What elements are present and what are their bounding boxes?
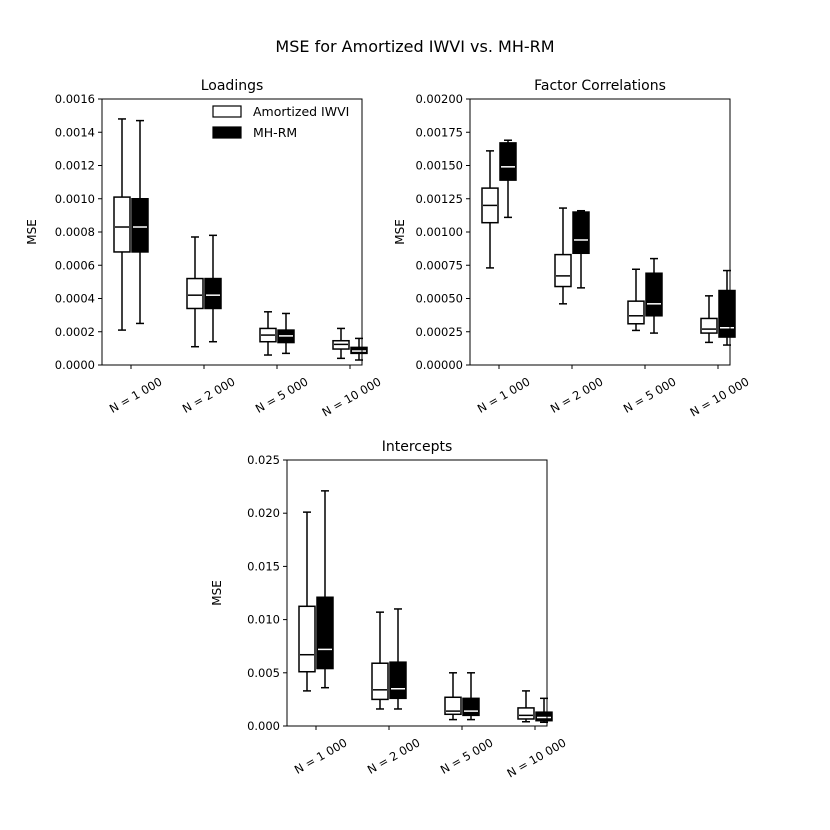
box-mh-rm (718, 269, 736, 346)
box-iqr (298, 605, 316, 673)
box-amortized-iwvi (113, 118, 131, 331)
box-iqr (389, 661, 407, 700)
y-tick-label: 0.00025 (415, 325, 463, 339)
box-amortized-iwvi (517, 690, 535, 723)
y-tick-label: 0.00125 (415, 192, 463, 206)
box-mh-rm (389, 608, 407, 710)
box-amortized-iwvi (444, 672, 462, 721)
y-tick-label: 0.010 (247, 613, 280, 627)
box-iqr (131, 198, 149, 253)
box-mh-rm (462, 672, 480, 721)
box-mh-rm (572, 209, 590, 289)
legend-swatch (212, 126, 242, 139)
panel-title: Loadings (201, 78, 264, 94)
y-axis-label: MSE (393, 219, 407, 245)
y-tick-label: 0.0016 (55, 92, 95, 106)
box-iqr (554, 253, 572, 288)
box-iqr (517, 707, 535, 720)
box-mh-rm (131, 119, 149, 325)
box-iqr (186, 277, 204, 310)
box-iqr (462, 697, 480, 717)
y-tick-label: 0.0012 (55, 159, 95, 173)
y-tick-label: 0.015 (247, 559, 280, 573)
box-iqr (535, 711, 553, 722)
plot-frame (101, 98, 363, 366)
y-tick-label: 0.00100 (415, 225, 463, 239)
y-tick-label: 0.0002 (55, 325, 95, 339)
box-mh-rm (645, 257, 663, 334)
box-amortized-iwvi (700, 295, 718, 344)
box-amortized-iwvi (332, 327, 350, 360)
box-iqr (718, 289, 736, 338)
y-tick-label: 0.00175 (415, 125, 463, 139)
box-iqr (627, 300, 645, 325)
box-amortized-iwvi (554, 207, 572, 305)
legend-label: MH-RM (253, 125, 297, 140)
y-tick-label: 0.020 (247, 506, 280, 520)
box-amortized-iwvi (481, 150, 499, 269)
box-iqr (572, 211, 590, 255)
y-axis-label: MSE (210, 580, 224, 606)
box-mh-rm (277, 312, 295, 355)
y-axis-label: MSE (25, 219, 39, 245)
box-amortized-iwvi (259, 311, 277, 356)
y-tick-label: 0.00150 (415, 159, 463, 173)
box-amortized-iwvi (298, 511, 316, 692)
y-tick-label: 0.00075 (415, 258, 463, 272)
y-tick-label: 0.025 (247, 453, 280, 467)
y-tick-label: 0.000 (247, 719, 280, 733)
y-tick-label: 0.0010 (55, 192, 95, 206)
y-tick-label: 0.00000 (415, 358, 463, 372)
box-iqr (113, 196, 131, 253)
box-iqr (444, 696, 462, 716)
panel-title: Intercepts (382, 439, 453, 455)
y-tick-label: 0.0008 (55, 225, 95, 239)
box-amortized-iwvi (186, 236, 204, 348)
box-mh-rm (316, 490, 334, 689)
box-mh-rm (499, 139, 517, 219)
box-mh-rm (350, 337, 368, 361)
box-iqr (204, 277, 222, 310)
box-iqr (645, 272, 663, 317)
box-mh-rm (204, 234, 222, 343)
box-iqr (316, 596, 334, 670)
panel-title: Factor Correlations (534, 78, 666, 94)
plot-frame (469, 98, 731, 366)
y-tick-label: 0.0014 (55, 125, 95, 139)
y-tick-label: 0.00200 (415, 92, 463, 106)
box-amortized-iwvi (627, 268, 645, 332)
box-iqr (700, 317, 718, 334)
legend-label: Amortized IWVI (253, 104, 349, 119)
figure-title: MSE for Amortized IWVI vs. MH-RM (275, 37, 554, 56)
box-iqr (499, 142, 517, 181)
y-tick-label: 0.0000 (55, 358, 95, 372)
y-tick-label: 0.00050 (415, 292, 463, 306)
legend: Amortized IWVI MH-RM (212, 104, 349, 140)
legend-swatch (212, 105, 242, 118)
y-tick-label: 0.0004 (55, 292, 95, 306)
box-iqr (371, 662, 389, 701)
plot-frame (286, 459, 548, 727)
box-amortized-iwvi (371, 611, 389, 710)
y-tick-label: 0.0006 (55, 258, 95, 272)
y-tick-label: 0.005 (247, 666, 280, 680)
